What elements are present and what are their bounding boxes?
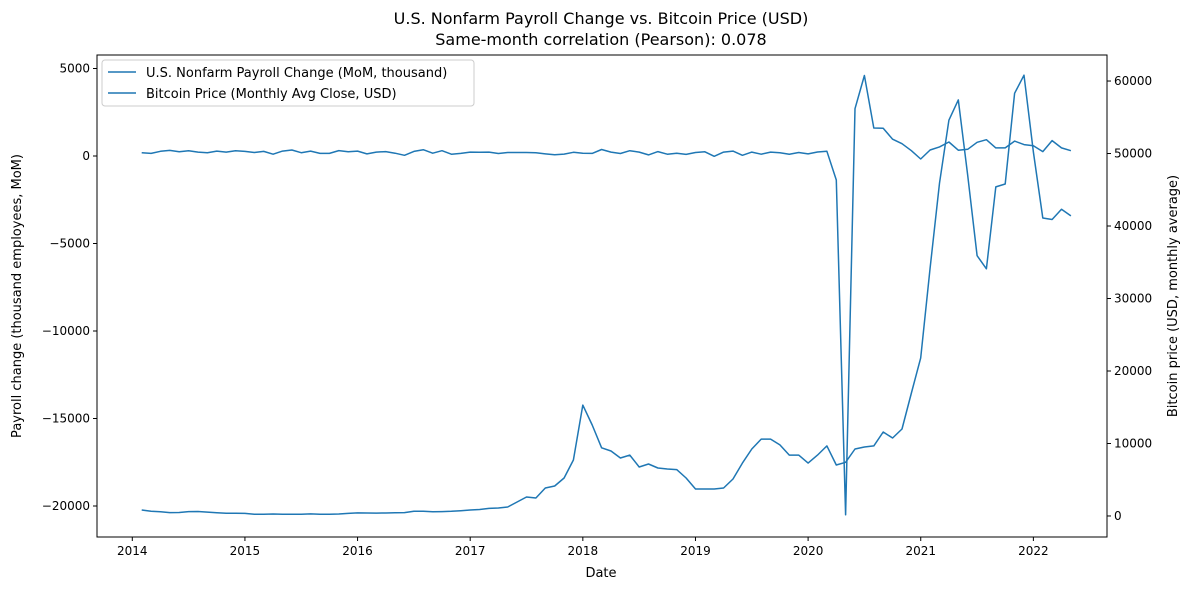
legend-label-payroll: U.S. Nonfarm Payroll Change (MoM, thousa…	[146, 66, 447, 81]
y-right-tick-label: 30000	[1114, 292, 1152, 306]
y-left-tick-label: 0	[82, 149, 90, 163]
x-tick-label: 2019	[680, 544, 711, 558]
x-tick-label: 2020	[793, 544, 824, 558]
x-tick-label: 2015	[230, 544, 261, 558]
y-left-tick-label: −10000	[42, 324, 90, 338]
payroll-series-line	[141, 74, 1072, 516]
legend-box	[101, 59, 475, 107]
y-axis-right-label: Bitcoin price (USD, monthly average)	[1166, 175, 1181, 417]
y-right-tick-label: 40000	[1114, 219, 1152, 233]
y-left-tick-label: −5000	[49, 236, 90, 250]
x-tick-label: 2018	[568, 544, 599, 558]
legend: U.S. Nonfarm Payroll Change (MoM, thousa…	[101, 59, 475, 107]
x-tick-label: 2017	[455, 544, 486, 558]
plot-frame	[96, 54, 1108, 538]
y-right-tick-label: 10000	[1114, 436, 1152, 450]
x-tick-label: 2014	[117, 544, 148, 558]
y-left-tick-label: −20000	[42, 499, 90, 513]
x-tick-label: 2021	[905, 544, 936, 558]
chart-title: U.S. Nonfarm Payroll Change vs. Bitcoin …	[394, 9, 809, 28]
x-tick-label: 2016	[342, 544, 373, 558]
y-left-tick-label: −15000	[42, 412, 90, 426]
y-right-tick-label: 0	[1114, 509, 1122, 523]
y-right-tick-label: 60000	[1114, 74, 1152, 88]
y-right-tick-label: 20000	[1114, 364, 1152, 378]
y-left-tick-label: 5000	[59, 61, 90, 75]
x-tick-label: 2022	[1018, 544, 1049, 558]
y-axis-left-label: Payroll change (thousand employees, MoM)	[10, 154, 25, 438]
plot-area: 2014 2015 2016 2017 2018 2019 2020 2021 2022 5000…	[42, 54, 1152, 558]
chart-subtitle: Same-month correlation (Pearson): 0.078	[435, 30, 766, 49]
legend-label-bitcoin: Bitcoin Price (Monthly Avg Close, USD)	[146, 87, 397, 102]
y-right-tick-label: 50000	[1114, 147, 1152, 161]
x-axis-label: Date	[585, 566, 616, 581]
bitcoin-series-line	[141, 74, 1072, 516]
